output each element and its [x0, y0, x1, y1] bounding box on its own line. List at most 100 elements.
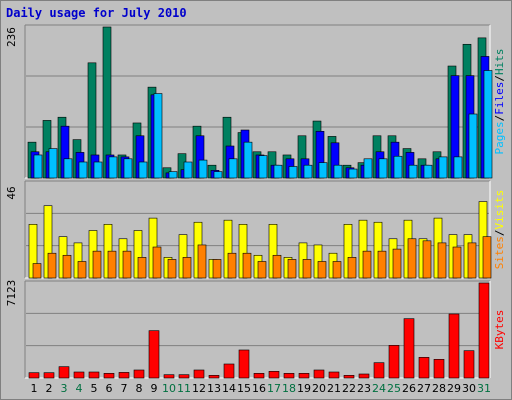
pages-bar	[288, 166, 298, 179]
pages-bar	[423, 164, 433, 179]
pages-bar	[198, 159, 208, 179]
x-tick-label: 23	[357, 382, 371, 395]
sites-bar	[32, 263, 42, 279]
kbytes-bar	[418, 357, 430, 379]
sites-bar	[182, 257, 192, 279]
pages-bar	[393, 155, 403, 179]
pages-bar	[153, 93, 163, 179]
pages-bar	[468, 113, 478, 179]
pages-bar	[318, 162, 328, 179]
hits-panel-legend-entry: Hits	[493, 49, 506, 76]
hits-panel-legend: Pages/Files/Hits	[493, 49, 506, 155]
x-tick-label: 30	[462, 382, 476, 395]
sites-bar	[122, 250, 132, 279]
sites-bar	[107, 250, 117, 279]
kbytes-bar	[148, 330, 160, 379]
x-tick-label: 21	[327, 382, 341, 395]
sites-bar	[392, 248, 402, 279]
sites-bar	[242, 252, 252, 279]
sites-bar	[77, 261, 87, 279]
pages-bar	[363, 158, 373, 179]
kbytes-bar	[238, 349, 250, 379]
pages-bar	[108, 156, 118, 179]
sites-bar	[377, 250, 387, 279]
x-tick-label: 14	[222, 382, 236, 395]
x-tick-label: 15	[237, 382, 251, 395]
kbytes-bar	[223, 363, 235, 379]
kbytes-bar	[88, 371, 100, 379]
sites-bar	[407, 238, 417, 279]
x-tick-label: 16	[252, 382, 266, 395]
sites-bar	[152, 246, 162, 279]
sites-bar	[92, 250, 102, 279]
kbytes-bar	[43, 372, 55, 379]
sites-bar	[347, 257, 357, 279]
x-tick-label: 29	[447, 382, 461, 395]
sites-bar	[302, 259, 312, 279]
kbytes-bar	[133, 369, 145, 379]
pages-bar	[48, 148, 58, 179]
kbytes-bar	[313, 369, 325, 379]
x-tick-label: 31	[477, 382, 491, 395]
kbytes-bar	[208, 375, 220, 379]
sites-bar	[257, 261, 267, 279]
x-tick-label: 10	[162, 382, 176, 395]
x-tick-label: 26	[402, 382, 416, 395]
kbytes-bar	[403, 318, 415, 379]
x-tick-label: 3	[61, 382, 68, 395]
pages-bar	[348, 168, 358, 179]
kbytes-bar	[373, 362, 385, 379]
x-tick-label: 12	[192, 382, 206, 395]
kbytes-bar	[118, 372, 130, 379]
kbytes-bar	[268, 371, 280, 379]
hits-panel-ymax-label: 236	[5, 27, 18, 47]
x-tick-label: 13	[207, 382, 221, 395]
sites-bar	[62, 254, 72, 279]
x-tick-label: 25	[387, 382, 401, 395]
pages-bar	[438, 156, 448, 179]
pages-bar	[63, 158, 73, 179]
pages-bar	[213, 171, 223, 179]
pages-bar	[333, 164, 343, 179]
pages-bar	[33, 154, 43, 179]
sites-bar	[467, 242, 477, 279]
kbytes-bar	[283, 373, 295, 379]
kbytes-bar	[298, 373, 310, 379]
kbytes-bar	[193, 369, 205, 379]
pages-bar	[483, 70, 493, 179]
x-tick-label: 20	[312, 382, 326, 395]
x-tick-label: 24	[372, 382, 386, 395]
x-tick-label: 7	[121, 382, 128, 395]
sites-bar	[482, 236, 492, 279]
kbytes-bar	[433, 359, 445, 379]
kbytes-bar	[388, 345, 400, 379]
pages-bar	[78, 161, 88, 179]
pages-bar	[183, 161, 193, 179]
kbytes-panel-legend: KBytes	[493, 310, 506, 350]
x-tick-label: 9	[151, 382, 158, 395]
hits-panel-legend-entry: /	[493, 75, 506, 82]
sites-bar	[227, 252, 237, 279]
sites-bar	[212, 259, 222, 279]
kbytes-bar	[103, 373, 115, 379]
visits-panel-ymax-label: 46	[5, 186, 18, 199]
kbytes-bar	[73, 371, 85, 379]
x-tick-label: 27	[417, 382, 431, 395]
kbytes-bar	[178, 374, 190, 379]
x-tick-label: 4	[76, 382, 83, 395]
sites-bar	[437, 242, 447, 279]
pages-bar	[138, 161, 148, 179]
kbytes-bar	[463, 350, 475, 379]
kbytes-bar	[58, 366, 70, 379]
x-tick-label: 22	[342, 382, 356, 395]
pages-bar	[378, 158, 388, 179]
pages-bar	[303, 164, 313, 179]
x-tick-label: 17	[267, 382, 281, 395]
pages-bar	[258, 155, 268, 179]
sites-bar	[287, 259, 297, 279]
sites-bar	[422, 240, 432, 279]
kbytes-bar	[163, 374, 175, 379]
pages-bar	[123, 158, 133, 179]
x-tick-label: 5	[91, 382, 98, 395]
